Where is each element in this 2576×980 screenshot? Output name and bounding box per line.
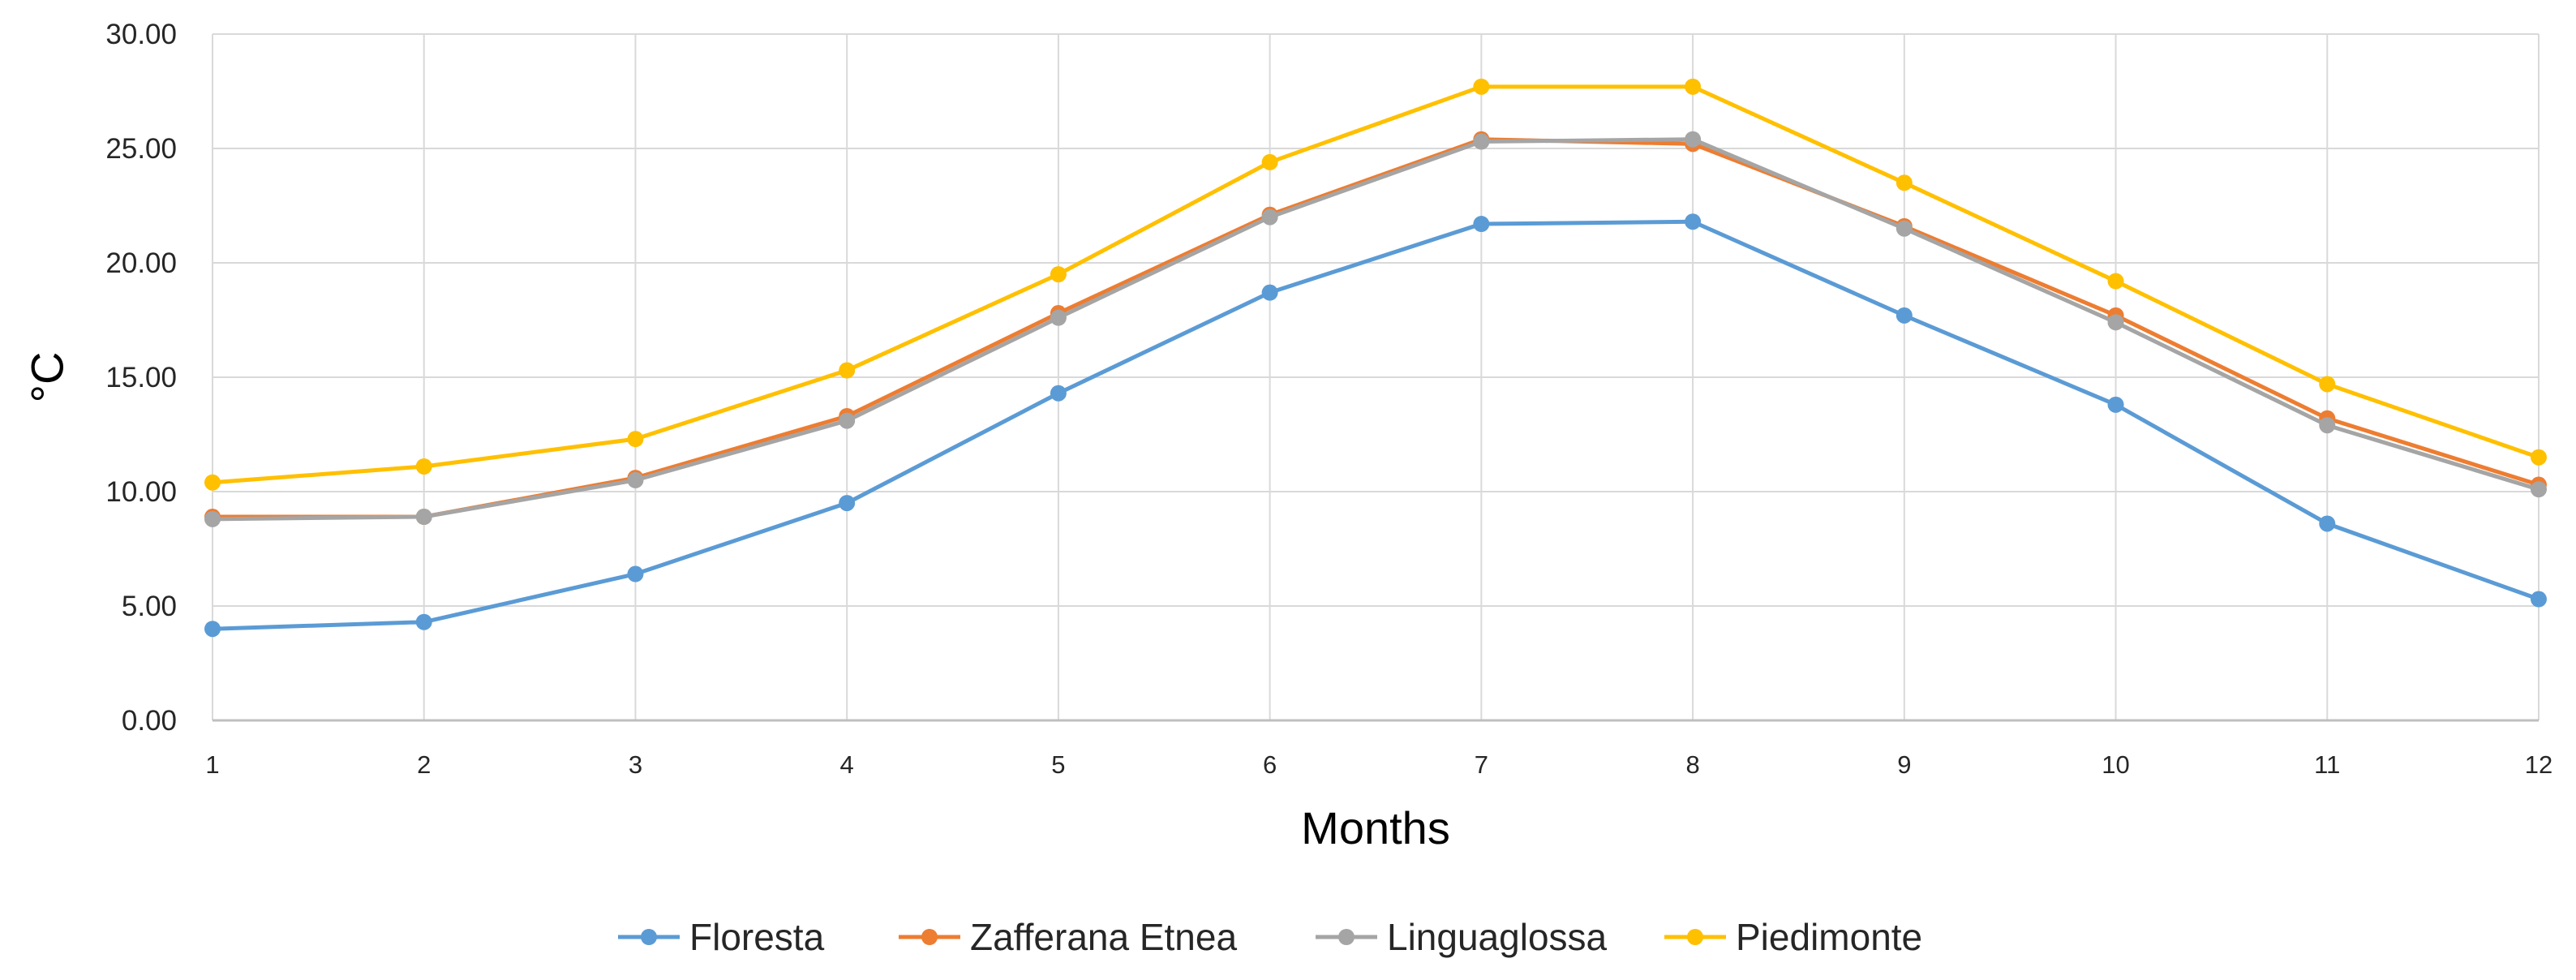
series-linguaglossa [204,131,2547,527]
y-tick-label: 15.00 [105,362,177,393]
data-point-piedimonte [2531,449,2547,466]
data-point-linguaglossa [839,412,856,429]
data-point-piedimonte [204,474,221,491]
data-point-linguaglossa [1685,131,1702,148]
x-tick-label: 7 [1475,750,1488,779]
series-piedimonte [204,78,2547,491]
data-point-linguaglossa [204,510,221,527]
series-line-piedimonte [210,84,2541,485]
data-point-linguaglossa [415,509,432,526]
data-point-linguaglossa [1896,220,1913,237]
data-point-floresta [2319,515,2336,532]
data-point-linguaglossa [2107,314,2124,331]
y-tick-label: 10.00 [105,476,177,508]
data-point-floresta [1050,385,1067,402]
series-line-linguaglossa [210,137,2541,522]
x-tick-label: 2 [417,750,431,779]
y-tick-label: 5.00 [122,591,177,622]
grid-layer [212,33,2540,720]
data-point-linguaglossa [1261,208,1278,226]
data-point-linguaglossa [2319,417,2336,434]
legend-item-linguaglossa: Linguaglossa [1316,916,1608,958]
legend-item-zafferana-etnea: Zafferana Etnea [899,916,1237,958]
y-tick-label: 30.00 [105,19,177,50]
data-point-floresta [1261,284,1278,301]
legend-label-piedimonte: Piedimonte [1736,916,1922,958]
legend-marker-linguaglossa [1338,929,1355,945]
legend-item-floresta: Floresta [618,916,825,958]
data-point-piedimonte [627,431,644,448]
data-point-piedimonte [415,458,432,475]
data-point-floresta [1473,216,1490,233]
x-tick-label: 8 [1685,750,1699,779]
data-point-piedimonte [2319,376,2336,393]
series-zafferana-etnea [204,131,2547,526]
data-point-floresta [1896,307,1913,324]
series-layer [204,78,2547,638]
data-point-piedimonte [1473,78,1490,95]
x-tick-label: 6 [1263,750,1277,779]
data-point-floresta [2531,591,2547,608]
data-point-linguaglossa [1050,309,1067,326]
x-tick-label: 4 [840,750,854,779]
data-point-floresta [839,495,856,512]
y-tick-label: 0.00 [122,705,177,737]
legend-label-floresta: Floresta [689,916,825,958]
data-point-piedimonte [1050,266,1067,283]
data-point-floresta [1685,213,1702,230]
data-point-piedimonte [2107,273,2124,290]
x-tick-label: 3 [629,750,642,779]
legend-marker-piedimonte [1687,929,1703,945]
data-point-linguaglossa [2531,481,2547,498]
data-point-piedimonte [1685,78,1702,95]
x-axis-title: Months [1301,802,1450,853]
legend: Floresta Zafferana Etnea Linguaglossa Piedi… [618,916,1922,958]
data-point-floresta [627,565,644,582]
x-tick-label: 12 [2525,750,2552,779]
series-line-floresta [210,219,2541,631]
legend-marker-zafferana-etnea [921,929,938,945]
legend-marker-floresta [641,929,657,945]
legend-item-piedimonte: Piedimonte [1664,916,1922,958]
data-point-linguaglossa [627,471,644,488]
data-point-piedimonte [1896,174,1913,191]
data-point-floresta [204,621,221,638]
x-tick-label: 1 [205,750,219,779]
x-tick-label: 5 [1051,750,1065,779]
series-floresta [204,213,2547,638]
data-point-floresta [415,613,432,630]
x-tick-label: 9 [1897,750,1911,779]
x-tick-label: 11 [2314,750,2340,779]
legend-label-zafferana-etnea: Zafferana Etnea [970,916,1237,958]
data-point-linguaglossa [1473,133,1490,150]
data-point-piedimonte [839,362,856,379]
y-axis-title: °C [22,352,73,403]
y-tick-label: 25.00 [105,133,177,165]
y-tick-label: 20.00 [105,247,177,279]
data-point-floresta [2107,396,2124,413]
x-tick-label: 10 [2102,750,2129,779]
data-point-piedimonte [1261,153,1278,170]
legend-label-linguaglossa: Linguaglossa [1387,916,1608,958]
series-line-zafferana-etnea [210,137,2541,519]
